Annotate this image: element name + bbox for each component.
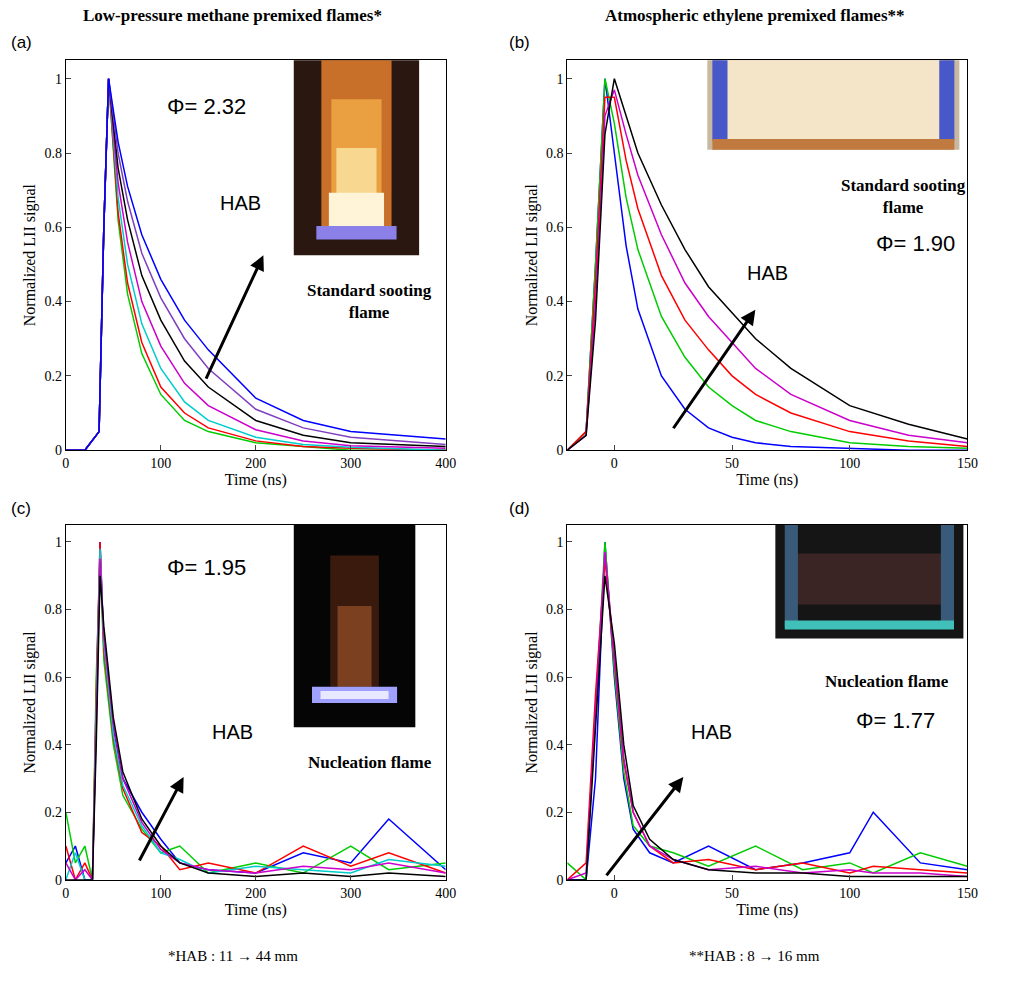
svg-text:Low-pressure methane premixed: Low-pressure methane premixed flames*	[83, 6, 382, 25]
svg-text:Standard sootingflame: Standard sootingflame	[307, 281, 432, 322]
svg-text:0.6: 0.6	[546, 670, 564, 685]
svg-text:0.2: 0.2	[546, 369, 564, 384]
svg-text:0.4: 0.4	[546, 738, 564, 753]
svg-text:0.4: 0.4	[546, 294, 564, 309]
svg-text:0.8: 0.8	[546, 602, 564, 617]
svg-text:Φ= 1.77: Φ= 1.77	[856, 708, 935, 733]
svg-text:Normalized LII signal: Normalized LII signal	[523, 631, 541, 774]
svg-text:0.6: 0.6	[45, 670, 63, 685]
svg-text:*HAB : 11 → 44 mm: *HAB : 11 → 44 mm	[168, 948, 298, 964]
svg-text:Time (ns): Time (ns)	[225, 471, 287, 489]
svg-text:Nucleation flame: Nucleation flame	[308, 753, 432, 772]
svg-text:100: 100	[839, 886, 860, 901]
svg-text:(b): (b)	[509, 33, 530, 52]
svg-text:0.6: 0.6	[546, 220, 564, 235]
svg-text:0: 0	[611, 456, 618, 471]
svg-text:Atmospheric ethylene premixed: Atmospheric ethylene premixed flames**	[605, 6, 905, 25]
svg-text:Time (ns): Time (ns)	[736, 471, 798, 489]
svg-text:Φ= 1.95: Φ= 1.95	[167, 555, 246, 580]
svg-text:(a): (a)	[11, 33, 32, 52]
svg-text:0.8: 0.8	[45, 602, 63, 617]
svg-text:Φ= 2.32: Φ= 2.32	[167, 94, 246, 119]
svg-text:0.6: 0.6	[45, 220, 63, 235]
svg-text:100: 100	[150, 456, 171, 471]
svg-text:0: 0	[611, 886, 618, 901]
svg-text:HAB: HAB	[212, 721, 253, 743]
svg-text:Normalized LII signal: Normalized LII signal	[21, 184, 39, 327]
svg-text:Time (ns): Time (ns)	[736, 901, 798, 919]
svg-text:HAB: HAB	[691, 721, 732, 743]
svg-text:(c): (c)	[11, 499, 31, 518]
svg-text:1: 1	[556, 535, 563, 550]
svg-text:Φ= 1.90: Φ= 1.90	[876, 231, 955, 256]
svg-text:1: 1	[556, 72, 563, 87]
svg-text:0: 0	[55, 443, 62, 458]
svg-text:0.4: 0.4	[45, 294, 63, 309]
svg-text:150: 150	[957, 456, 978, 471]
svg-text:300: 300	[340, 886, 361, 901]
svg-text:300: 300	[340, 456, 361, 471]
svg-text:50: 50	[725, 886, 739, 901]
svg-text:0: 0	[556, 443, 563, 458]
svg-text:100: 100	[150, 886, 171, 901]
svg-text:0: 0	[62, 886, 69, 901]
svg-text:400: 400	[435, 456, 456, 471]
svg-text:0.8: 0.8	[546, 146, 564, 161]
svg-text:Normalized LII signal: Normalized LII signal	[21, 631, 39, 774]
svg-text:0.2: 0.2	[45, 805, 63, 820]
svg-text:Nucleation flame: Nucleation flame	[825, 672, 949, 691]
svg-text:400: 400	[435, 886, 456, 901]
svg-text:1: 1	[55, 72, 62, 87]
svg-text:0: 0	[55, 873, 62, 888]
svg-text:50: 50	[725, 456, 739, 471]
svg-text:1: 1	[55, 535, 62, 550]
svg-text:Time (ns): Time (ns)	[225, 901, 287, 919]
svg-text:200: 200	[245, 886, 266, 901]
svg-text:0: 0	[556, 873, 563, 888]
svg-text:Normalized LII signal: Normalized LII signal	[523, 184, 541, 327]
svg-text:HAB: HAB	[220, 192, 261, 214]
svg-text:100: 100	[839, 456, 860, 471]
svg-text:HAB: HAB	[747, 262, 788, 284]
svg-text:Standard sootingflame: Standard sootingflame	[841, 176, 966, 217]
svg-text:**HAB : 8 → 16 mm: **HAB : 8 → 16 mm	[689, 948, 820, 964]
svg-text:0.2: 0.2	[45, 369, 63, 384]
svg-text:150: 150	[957, 886, 978, 901]
svg-text:0: 0	[62, 456, 69, 471]
svg-text:0.2: 0.2	[546, 805, 564, 820]
svg-text:(d): (d)	[509, 499, 530, 518]
svg-text:0.4: 0.4	[45, 738, 63, 753]
svg-text:0.8: 0.8	[45, 146, 63, 161]
svg-text:200: 200	[245, 456, 266, 471]
